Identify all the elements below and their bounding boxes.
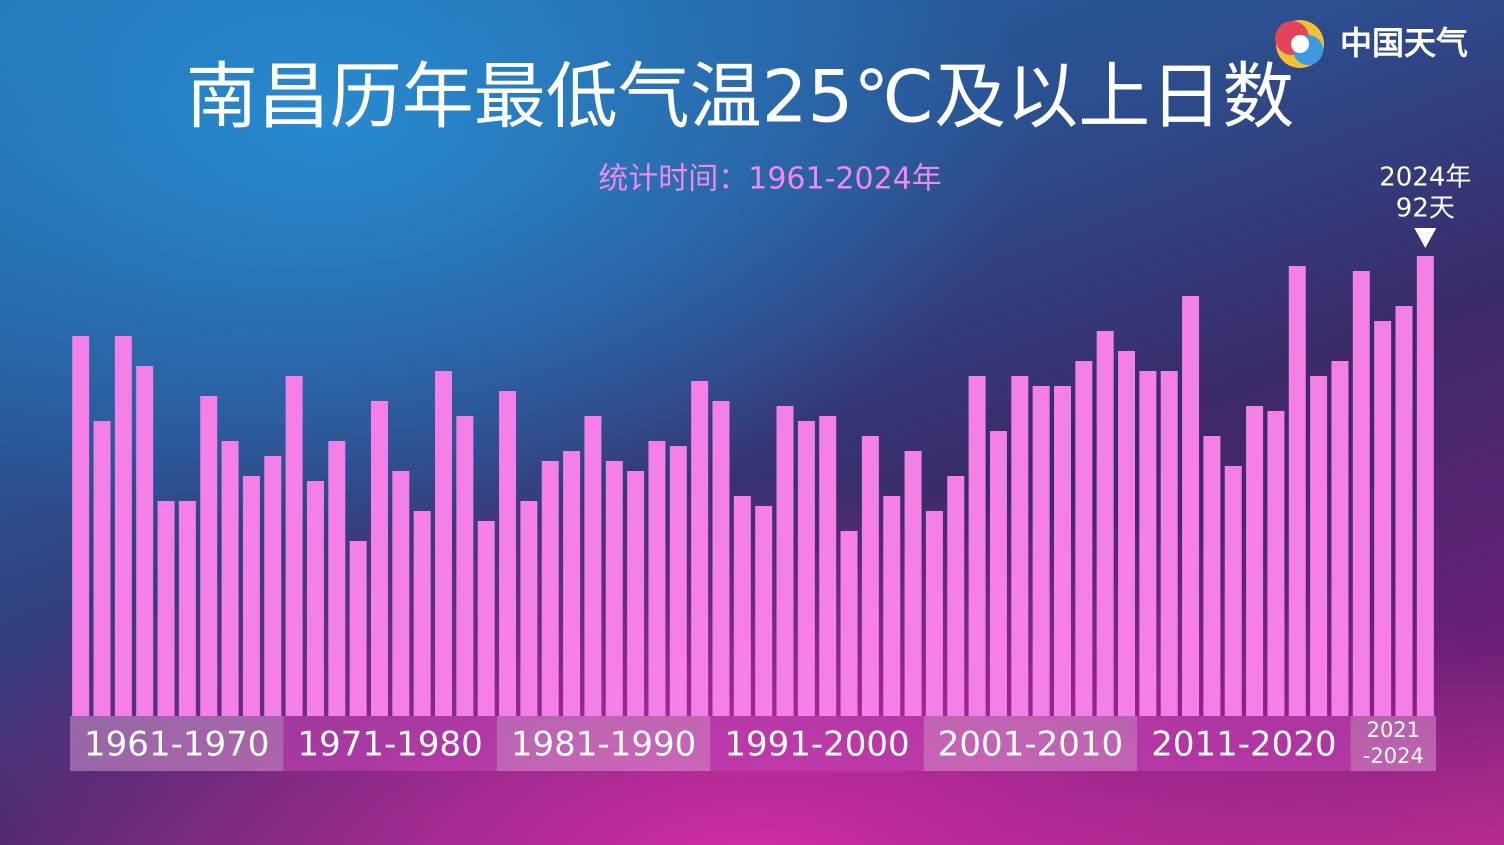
- bar: [435, 371, 453, 716]
- group-band: [1350, 716, 1436, 771]
- bar: [627, 471, 645, 716]
- bar: [1096, 331, 1114, 716]
- bar: [328, 441, 346, 716]
- bar: [584, 416, 602, 716]
- chart-title: 南昌历年最低气温25℃及以上日数: [186, 55, 1294, 139]
- bar: [1160, 371, 1178, 716]
- bar: [392, 471, 410, 716]
- bar: [925, 511, 943, 716]
- bar: [370, 401, 388, 716]
- bar: [114, 336, 132, 716]
- group-label: 2001-2010: [938, 725, 1123, 765]
- annotation: 92天: [1396, 194, 1455, 224]
- bar: [1374, 321, 1392, 716]
- bar: [989, 431, 1007, 716]
- bar: [1224, 466, 1242, 716]
- bar: [861, 436, 879, 716]
- bar: [1331, 361, 1349, 716]
- bar: [1118, 351, 1136, 716]
- bar: [1246, 406, 1264, 716]
- bar: [968, 376, 986, 716]
- bar: [1352, 271, 1370, 716]
- group-label: 2021: [1367, 718, 1420, 742]
- bar: [285, 376, 303, 716]
- bar: [1182, 296, 1200, 716]
- bar: [264, 456, 282, 716]
- bar: [1267, 411, 1285, 716]
- chart-subtitle: 统计时间：1961-2024年: [598, 162, 942, 197]
- bar: [1416, 256, 1434, 716]
- bar: [477, 521, 495, 716]
- bar: [797, 421, 815, 716]
- logo-icon: [1275, 20, 1324, 68]
- group-label: 1991-2000: [724, 725, 909, 765]
- bar: [1053, 386, 1071, 716]
- bar: [136, 366, 154, 716]
- bar: [221, 441, 239, 716]
- bar: [883, 496, 901, 716]
- bar: [72, 336, 90, 716]
- bar: [1032, 386, 1050, 716]
- group-label: -2024: [1363, 744, 1424, 768]
- bar: [669, 446, 687, 716]
- group-band: [923, 716, 1138, 771]
- bar: [456, 416, 474, 716]
- bar: [840, 531, 858, 716]
- bar: [712, 401, 730, 716]
- bar: [242, 476, 260, 716]
- group-band: [710, 716, 924, 771]
- bar: [1075, 361, 1093, 716]
- bar: [1395, 306, 1413, 716]
- bar: [563, 451, 581, 716]
- group-label: 2011-2020: [1151, 725, 1336, 765]
- bar: [733, 496, 751, 716]
- bar: [691, 381, 709, 716]
- bar: [157, 501, 175, 716]
- logo-text: 中国天气: [1340, 24, 1468, 62]
- group-label: 1971-1980: [297, 725, 482, 765]
- bar: [947, 476, 965, 716]
- bar: [755, 506, 773, 716]
- annotation-arrow: [1414, 228, 1437, 248]
- bar: [413, 511, 431, 716]
- bar: [200, 396, 218, 716]
- bar: [1139, 371, 1157, 716]
- group-band: [496, 716, 711, 771]
- bar: [306, 481, 324, 716]
- bar: [541, 461, 559, 716]
- bar: [605, 461, 623, 716]
- group-label: 1981-1990: [511, 725, 696, 765]
- bar: [1310, 376, 1328, 716]
- bar: [1288, 266, 1306, 716]
- bar: [178, 501, 196, 716]
- bar: [499, 391, 517, 716]
- bar: [520, 501, 538, 716]
- bar: [93, 421, 111, 716]
- bar: [1203, 436, 1221, 716]
- annotation: 2024年: [1379, 163, 1471, 193]
- bar: [776, 406, 794, 716]
- bar: [349, 541, 367, 716]
- bar: [648, 441, 666, 716]
- bar: [1011, 376, 1029, 716]
- group-label: 1961-1970: [84, 725, 269, 765]
- group-band: [283, 716, 497, 771]
- group-band: [1137, 716, 1351, 771]
- group-band: [70, 716, 284, 771]
- bar: [819, 416, 837, 716]
- bar: [904, 451, 922, 716]
